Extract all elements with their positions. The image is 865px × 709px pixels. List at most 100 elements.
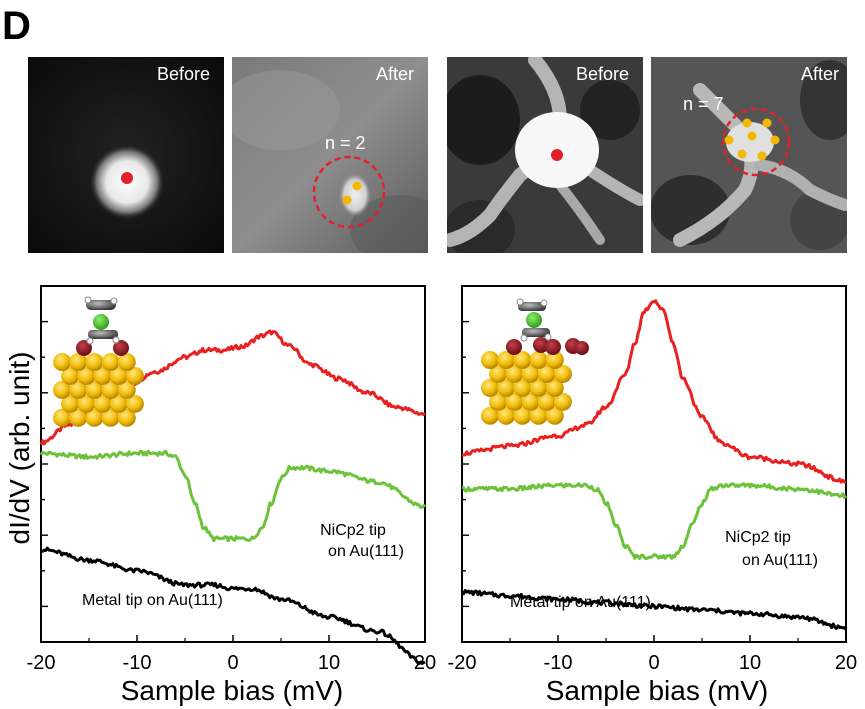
molecule-marker [342,195,352,205]
right-metal-tip-label: Metal tip on Au(111) [510,594,651,611]
right-x-axis-title: Sample bias (mV) [546,675,769,706]
gold-atom [489,364,508,383]
gold-atom [537,392,556,411]
gold-atom [553,392,572,411]
x-tick-label: -10 [544,652,573,674]
gold-atom [545,406,564,425]
x-tick-label: -20 [27,652,56,674]
gold-atom [481,351,499,369]
gold-atom [497,351,516,369]
gold-atom [93,366,112,385]
gold-atom [497,378,516,397]
left-nicp2-tip-label-2: on Au(111) [328,543,404,560]
right-xticks: -20 -10 0 10 20 [448,635,857,674]
gold-atom [109,366,128,385]
gold-atom [521,392,540,411]
image-1-label: Before [157,64,210,84]
right-series [461,299,848,631]
gold-atom [505,392,524,411]
gold-atom [489,392,508,411]
molecule-model-right [481,298,589,425]
gold-atom [77,366,96,385]
stm-image-before-1 [28,57,224,253]
gold-atom [101,353,120,371]
gold-atom [61,394,80,413]
series-line-metal-tip-on-au-111- [462,589,848,631]
molecule-marker [724,135,734,145]
image-4-label: After [801,64,839,84]
gold-atom [545,378,564,397]
molecule-model-left [53,296,144,427]
stm-image-after-1 [232,57,428,253]
gold-atom [117,408,136,427]
panel-letter: D [2,4,31,48]
image-2-count: n = 2 [325,133,366,153]
gold-atom [481,406,499,425]
gold-atom [85,380,104,399]
series-line-metal-tip-on-au-111- [40,546,426,666]
left-xticks: -20 -10 0 10 20 [27,635,436,674]
molecule-marker [757,151,767,161]
molecule-marker [737,149,747,159]
gold-atom [537,364,556,383]
x-tick-label: 20 [835,652,857,674]
selection-circle [312,155,386,229]
gold-atom [109,394,128,413]
gold-atom [529,406,548,425]
x-tick-label: -20 [448,652,477,674]
series-line-nicp2-on-au-111- [461,299,847,484]
gold-atom [101,380,120,399]
plot-right: -20 -10 0 10 20 NiCp2 tip on Au(111) Metal t… [448,285,857,674]
image-3-label: Before [576,64,629,84]
x-tick-label: 0 [648,652,659,674]
y-axis-title: dI/dV (arb. unit) [4,352,35,545]
right-nicp2-tip-label-1: NiCp2 tip [725,529,791,546]
gold-atom [481,378,499,397]
gold-atom [497,406,516,425]
right-nicp2-tip-label-2: on Au(111) [742,552,818,569]
gold-atom [529,351,548,369]
left-metal-tip-label: Metal tip on Au(111) [82,592,223,609]
gold-atom [545,351,564,369]
gold-atom [69,353,88,371]
x-tick-label: 10 [739,652,761,674]
molecule-marker [352,181,362,191]
gold-atom [69,380,88,399]
gold-atom [553,364,572,383]
gold-atom [53,380,71,399]
gold-atom [117,380,136,399]
right-yticks [462,320,469,608]
molecule-marker [762,118,772,128]
gold-atom [93,394,112,413]
tip-position-marker [121,172,133,184]
gold-atom [101,408,120,427]
x-tick-label: 10 [318,652,340,674]
gold-atom [77,394,96,413]
selection-circle [721,107,791,177]
left-yticks [41,320,48,608]
gold-atom [513,351,532,369]
molecule-marker [770,135,780,145]
molecule-marker [747,131,757,141]
gold-atom [505,364,524,383]
tip-position-marker [551,149,563,161]
gold-atom [521,364,540,383]
plot-left: -20 -10 0 10 20 NiCp2 tip on Au(111) Metal t… [27,285,436,674]
molecule-marker [742,118,752,128]
gold-atom [529,378,548,397]
image-4-count: n = 7 [683,94,724,114]
x-tick-label: 0 [227,652,238,674]
gold-atom [85,353,104,371]
gold-atom [125,394,144,413]
gold-atom [53,353,71,371]
series-line-nicp2-tip-on-au-111- [39,449,427,543]
gold-atom [125,366,144,385]
gold-atom [69,408,88,427]
x-tick-label: -10 [123,652,152,674]
gold-atom [117,353,136,371]
gold-atom [85,408,104,427]
stm-image-before-2 [447,57,643,253]
gold-atom [513,406,532,425]
gold-atom [513,378,532,397]
